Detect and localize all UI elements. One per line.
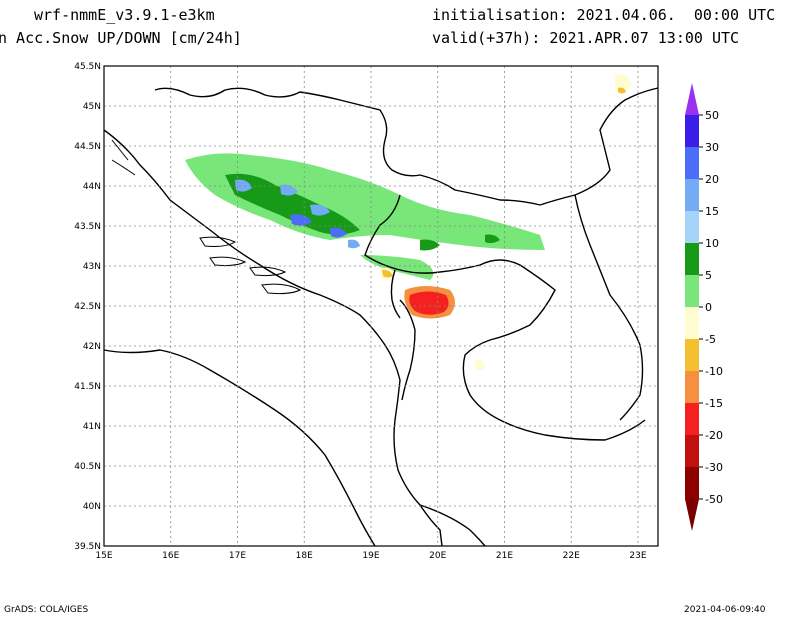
lat-tick-label: 43.5N [74,222,101,232]
lon-tick-label: 17E [229,551,246,561]
lat-tick-label: 45.5N [74,62,101,72]
colorbar-label: 5 [705,269,712,282]
lat-tick-label: 40N [83,502,101,512]
colorbar-swatch [685,275,699,307]
lon-tick-label: 21E [496,551,513,561]
snow-gain-15-20b [348,239,360,249]
colorbar-swatch [685,307,699,339]
lon-tick-label: 22E [563,551,580,561]
lat-tick-label: 40.5N [74,462,101,472]
longitude-labels: 15E 16E 17E 18E 19E 20E 21E 22E 23E [95,551,646,561]
colorbar-swatch [685,371,699,403]
snow-loss-5-10 [382,269,393,278]
colorbar-swatch [685,211,699,243]
snow-loss-20-30 [409,291,449,315]
valid-time: valid(+37h): 2021.APR.07 13:00 UTC [432,29,740,47]
lon-tick-label: 20E [429,551,446,561]
colorbar-label: -15 [705,397,723,410]
lon-tick-label: 19E [362,551,379,561]
colorbar-label: 10 [705,237,719,250]
colorbar-swatch [685,147,699,179]
snow-gain-10-15c [485,234,500,244]
snow-loss-light-s [475,359,485,370]
footer-timestamp: 2021-04-06-09:40 [684,605,766,615]
lat-tick-label: 45N [83,102,101,112]
island-layer [111,139,302,295]
colorbar-label: 30 [705,141,719,154]
snow-gain-15-20 [235,179,252,192]
footer-credit: GrADS: COLA/IGES [4,605,89,615]
coastline-layer [103,87,659,547]
map-frame-border [103,65,659,547]
grid-lines [104,66,658,546]
snow-gain-20-30 [280,184,298,196]
lat-tick-label: 44N [83,182,101,192]
colorbar-label: -10 [705,365,723,378]
lon-tick-label: 23E [629,551,646,561]
colorbar-label: -20 [705,429,723,442]
colorbar-swatch [685,467,699,499]
colorbar-top-arrow [685,83,699,115]
colorbar-label: -30 [705,461,723,474]
lat-tick-label: 44.5N [74,142,101,152]
colorbar-swatch [685,339,699,371]
snow-loss-5-10-ne [618,87,626,94]
colorbar-swatch [685,435,699,467]
colorbar-label: 0 [705,301,712,314]
snow-gain-30-50b [330,227,347,238]
snow-gain-10-15b [420,239,440,251]
lon-tick-label: 16E [162,551,179,561]
colorbar-bottom-arrow [685,499,699,531]
lat-tick-label: 42.5N [74,302,101,312]
lat-tick-label: 41N [83,422,101,432]
lat-tick-label: 42N [83,342,101,352]
initialisation-time: initialisation: 2021.04.06. 00:00 UTC [432,6,776,24]
colorbar-swatch [685,179,699,211]
colorbar-label: 20 [705,173,719,186]
colorbar-label: 50 [705,109,719,122]
snow-gain-30-50 [290,214,312,226]
latitude-labels: 45.5N 45N 44.5N 44N 43.5N 43N 42.5N 42N 41.5N 41N… [74,62,101,552]
chart-title-variable: n Acc.Snow UP/DOWN [cm/24h] [0,29,242,47]
lat-tick-label: 39.5N [74,542,101,552]
colorbar-label: -50 [705,493,723,506]
snow-gain-20-30b [310,204,330,216]
lat-tick-label: 43N [83,262,101,272]
lon-tick-label: 15E [95,551,112,561]
snow-gain-10-15 [225,173,360,235]
colorbar-label: -5 [705,333,716,346]
chart-title-model: wrf-nmmE_v3.9.1-e3km [34,6,215,24]
lat-tick-label: 41.5N [74,382,101,392]
colorbar-label: 15 [705,205,719,218]
snow-loss-light-ne [615,74,632,92]
colorbar-swatch [685,403,699,435]
lon-tick-label: 18E [296,551,313,561]
colorbar-swatch [685,115,699,147]
snow-gain-5-10b [360,255,434,280]
colorbar-swatch [685,243,699,275]
